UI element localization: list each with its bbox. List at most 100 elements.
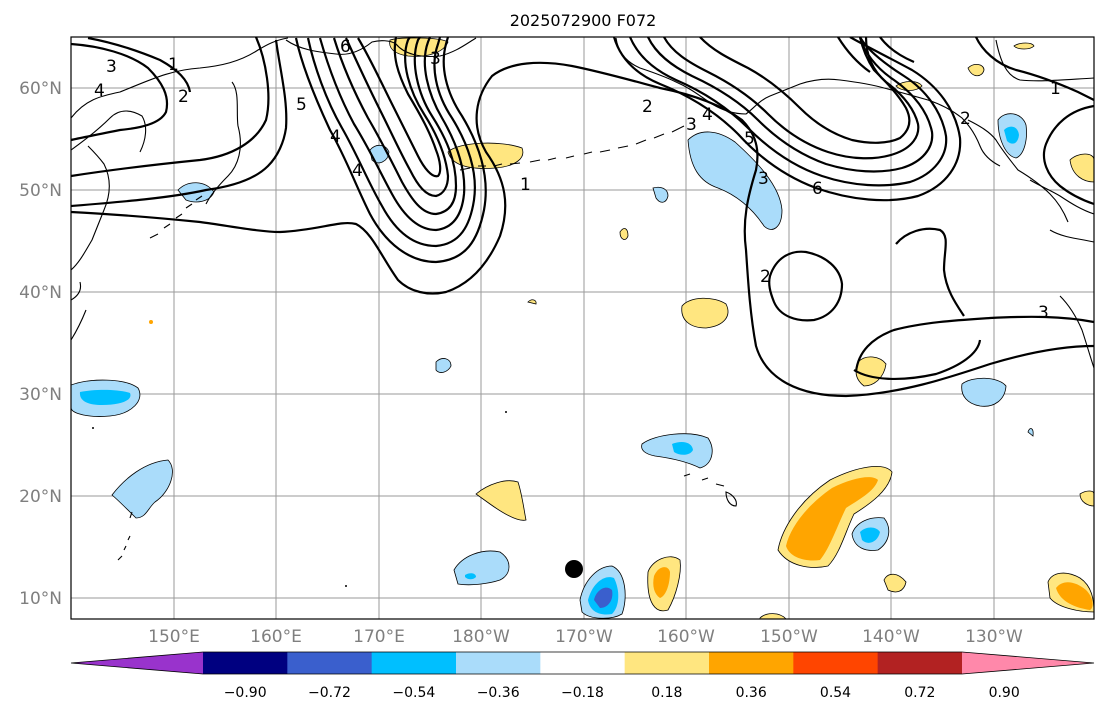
pos-anomaly-blob <box>527 299 537 305</box>
small-island <box>345 585 347 587</box>
map-background <box>71 37 1094 619</box>
kamchatka-siberia-coast <box>71 37 289 205</box>
contour-line <box>71 61 1094 398</box>
bc-coast <box>1029 179 1094 243</box>
colorbar-swatch <box>287 652 373 674</box>
contour-label: 4 <box>352 161 363 181</box>
alaska-panhandle <box>967 119 1069 223</box>
contour-line <box>306 37 476 248</box>
colorbar-swatch <box>371 652 457 674</box>
contour-label: 2 <box>760 267 771 287</box>
contour-label: 2 <box>960 109 971 129</box>
colorbar-tick-label: 0.90 <box>989 685 1020 701</box>
neg-anomaly-core <box>79 389 131 405</box>
contour-label: 1 <box>1050 79 1061 99</box>
contour-line <box>344 37 450 198</box>
contour-line <box>71 42 169 142</box>
colorbar-tick-label: 0.54 <box>820 685 851 701</box>
map-frame <box>70 36 1095 620</box>
kuril-islands <box>149 195 203 239</box>
pos-anomaly-blob <box>967 64 985 77</box>
small-island <box>505 411 507 413</box>
pos-anomaly-core <box>1056 582 1093 610</box>
contour-label: 4 <box>94 81 105 101</box>
contour-line <box>975 37 1094 101</box>
pos-anomaly-blob <box>619 228 629 240</box>
contour-label: 4 <box>330 127 341 147</box>
neg-anomaly-blob <box>652 186 669 203</box>
latitude-labels: 60°N 50°N 40°N 30°N 20°N 10°N <box>19 79 62 609</box>
contour-line <box>332 37 458 216</box>
contour-label: 3 <box>1038 303 1049 323</box>
pos-anomaly-blob <box>1079 490 1094 507</box>
contour-line <box>628 37 948 187</box>
contour-line <box>357 37 442 178</box>
lon-label: 180°W <box>452 627 510 647</box>
contour-labels: 3 1 4 2 6 3 4 5 4 1 2 5 3 6 2 3 1 4 3 2 <box>94 37 1061 323</box>
lon-label: 170°W <box>555 627 613 647</box>
western-us-coast <box>1059 295 1094 369</box>
lat-label: 30°N <box>19 385 62 405</box>
longitude-labels: 150°E 160°E 170°E 180°W 170°W 160°W 150°… <box>148 627 1023 647</box>
pos-anomaly-blob <box>1069 153 1094 183</box>
lon-label: 160°W <box>657 627 715 647</box>
neg-anomaly-blob <box>961 377 1007 407</box>
lon-label: 140°W <box>862 627 920 647</box>
colorbar-swatch <box>456 652 541 674</box>
colorbar-swatch <box>624 652 710 674</box>
map-content: 3 1 4 2 6 3 4 5 4 1 2 5 3 6 2 3 1 4 3 2 <box>71 37 1094 619</box>
contour-label: 1 <box>520 175 531 195</box>
contour-line <box>699 37 911 144</box>
pos-anomaly-blob <box>475 480 527 521</box>
colorbar-tick-label: −0.72 <box>308 685 351 701</box>
contour-label: 6 <box>340 37 351 57</box>
lon-label: 130°W <box>965 627 1023 647</box>
contour-line <box>71 39 288 208</box>
colorbar-swatch <box>709 652 794 674</box>
colorbar-swatch <box>540 652 626 674</box>
lat-label: 20°N <box>19 487 62 507</box>
neg-anomaly-blob <box>111 459 173 519</box>
neg-anomaly-deep <box>594 587 613 608</box>
height-contours <box>71 37 1094 398</box>
colorbar-tick-labels: −0.90 −0.72 −0.54 −0.36 −0.18 0.18 0.36 0.54 0.7… <box>224 685 1020 701</box>
pos-anomaly-blob <box>883 573 907 593</box>
colorbar-tick-label: −0.36 <box>477 685 520 701</box>
colorbar-tick-label: −0.90 <box>224 685 267 701</box>
japan-coast <box>71 145 110 341</box>
hawaii-islands <box>683 473 737 507</box>
map-title: 2025072900 F072 <box>510 11 657 30</box>
contour-label: 2 <box>642 97 653 117</box>
contour-line <box>663 37 920 160</box>
wake-marcus-islands <box>117 511 133 561</box>
neg-anomaly-core <box>1004 126 1019 144</box>
contour-line <box>853 339 982 381</box>
contour-line <box>87 37 192 93</box>
colorbar-swatch <box>793 652 879 674</box>
contour-label: 3 <box>430 49 441 69</box>
neg-anomaly-blob <box>687 131 783 230</box>
contour-line <box>612 37 962 202</box>
contour-label: 3 <box>106 57 117 77</box>
contour-line <box>1042 104 1094 206</box>
lat-label: 10°N <box>19 589 62 609</box>
contour-label: 5 <box>744 129 755 149</box>
neg-anomaly-core <box>860 527 880 543</box>
colorbar-tick-label: −0.54 <box>392 685 435 701</box>
pos-anomaly-core <box>653 567 670 598</box>
contour-line <box>71 37 270 178</box>
colorbar-tick-label: −0.18 <box>561 685 604 701</box>
pos-anomaly-dot <box>149 320 153 324</box>
pos-anomaly-blob <box>759 613 787 619</box>
contour-line <box>837 37 871 73</box>
pos-anomaly-blob <box>1013 42 1035 50</box>
lat-label: 40°N <box>19 283 62 303</box>
alaska-coast <box>615 37 1001 167</box>
neg-anomaly-core <box>465 573 476 580</box>
small-island <box>92 427 94 429</box>
okhotsk-coast <box>71 110 147 153</box>
contour-line <box>647 37 934 173</box>
pos-anomaly-blob <box>681 297 729 329</box>
lon-label: 150°E <box>148 627 200 647</box>
